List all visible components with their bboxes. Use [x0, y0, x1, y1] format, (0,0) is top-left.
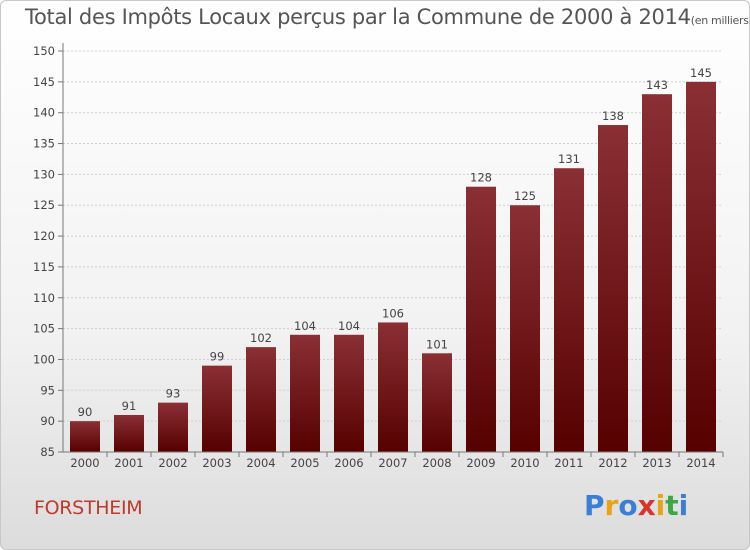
axes — [58, 43, 724, 457]
bar-2013 — [642, 94, 672, 452]
bar-2009 — [466, 186, 496, 452]
y-tick-label: 120 — [33, 229, 55, 243]
bar-2006 — [334, 334, 364, 452]
y-tick-label: 95 — [40, 383, 55, 397]
y-tick-label: 130 — [33, 167, 55, 181]
x-tick-label-2004: 2004 — [246, 456, 275, 470]
logo-letter: t — [665, 489, 679, 522]
logo-letter: o — [618, 489, 638, 522]
bar-2012 — [598, 125, 628, 453]
bar-value-label-2004: 102 — [250, 331, 272, 345]
bar-value-label-2008: 101 — [426, 337, 448, 351]
x-tick-label-2000: 2000 — [70, 456, 99, 470]
bar-value-label-2005: 104 — [294, 319, 316, 333]
bar-value-label-2012: 138 — [602, 109, 624, 123]
x-tick-label-2008: 2008 — [422, 456, 451, 470]
y-tick-label: 125 — [33, 198, 55, 212]
logo-letter: r — [604, 489, 619, 522]
x-tick-label-2005: 2005 — [290, 456, 319, 470]
chart-title-text: Total des Impôts Locaux perçus par la Co… — [25, 5, 691, 29]
commune-name: FORSTHEIM — [34, 497, 143, 519]
x-tick-label-2014: 2014 — [686, 456, 715, 470]
chart-title: Total des Impôts Locaux perçus par la Co… — [25, 5, 749, 29]
x-tick-label-2013: 2013 — [642, 456, 671, 470]
bar-value-label-2007: 106 — [382, 306, 404, 320]
bar-value-label-2011: 131 — [558, 152, 580, 166]
x-tick-label-2006: 2006 — [334, 456, 363, 470]
x-tick-label-2002: 2002 — [158, 456, 187, 470]
bars — [70, 81, 716, 453]
bar-value-label-2006: 104 — [338, 319, 360, 333]
x-tick-label-2001: 2001 — [114, 456, 143, 470]
x-tick-label-2010: 2010 — [510, 456, 539, 470]
y-tick-label: 115 — [33, 260, 55, 274]
x-tick-label-2009: 2009 — [466, 456, 495, 470]
y-tick-label: 140 — [33, 106, 55, 120]
y-tick-label: 85 — [40, 445, 55, 459]
y-tick-label: 135 — [33, 137, 55, 151]
bar-value-label-2013: 143 — [646, 78, 668, 92]
y-tick-label: 90 — [40, 414, 55, 428]
x-tick-label-2007: 2007 — [378, 456, 407, 470]
y-tick-label: 105 — [33, 322, 55, 336]
bar-2004 — [246, 347, 276, 452]
y-tick-labels: 85 90 95 100 105 110 115 120 125 130 135 140 145 150 — [33, 44, 55, 459]
logo-letter: i — [655, 489, 666, 522]
bar-value-label-2002: 93 — [166, 387, 181, 401]
bar-value-label-2001: 91 — [122, 399, 137, 413]
bar-2011 — [554, 168, 584, 452]
bar-2001 — [114, 414, 144, 452]
bar-2000 — [70, 421, 100, 452]
logo-letter: P — [584, 489, 605, 522]
bar-2005 — [290, 334, 320, 452]
x-tick-label-2011: 2011 — [554, 456, 583, 470]
x-tick-labels: 2000 2001 2002 2003 2004 2005 2006 2007 2008 2009… — [70, 456, 715, 470]
bar-value-label-2010: 125 — [514, 189, 536, 203]
x-tick-label-2012: 2012 — [598, 456, 627, 470]
bar-value-label-2000: 90 — [78, 405, 93, 419]
bar-2010 — [510, 205, 540, 452]
proxiti-logo[interactable]: Proxiti — [584, 489, 688, 522]
y-tick-label: 110 — [33, 291, 55, 305]
bar-value-label-2014: 145 — [690, 66, 712, 80]
y-tick-label: 150 — [33, 44, 55, 58]
bar-value-labels: 90 91 93 99 102 104 104 106 101 128 125 131 138 143 14… — [78, 66, 712, 419]
x-tick-label-2003: 2003 — [202, 456, 231, 470]
y-tick-label: 100 — [33, 352, 55, 366]
bar-value-label-2003: 99 — [210, 350, 225, 364]
bar-2002 — [158, 402, 188, 452]
bar-2007 — [378, 322, 408, 452]
bar-2008 — [422, 353, 452, 452]
chart-unit: (en milliers d'€) — [690, 14, 749, 27]
bar-2014 — [686, 81, 716, 452]
y-tick-label: 145 — [33, 75, 55, 89]
bar-2003 — [202, 365, 232, 452]
bar-value-label-2009: 128 — [470, 171, 492, 185]
logo-letter: x — [637, 489, 656, 522]
logo-letter: i — [678, 489, 689, 522]
